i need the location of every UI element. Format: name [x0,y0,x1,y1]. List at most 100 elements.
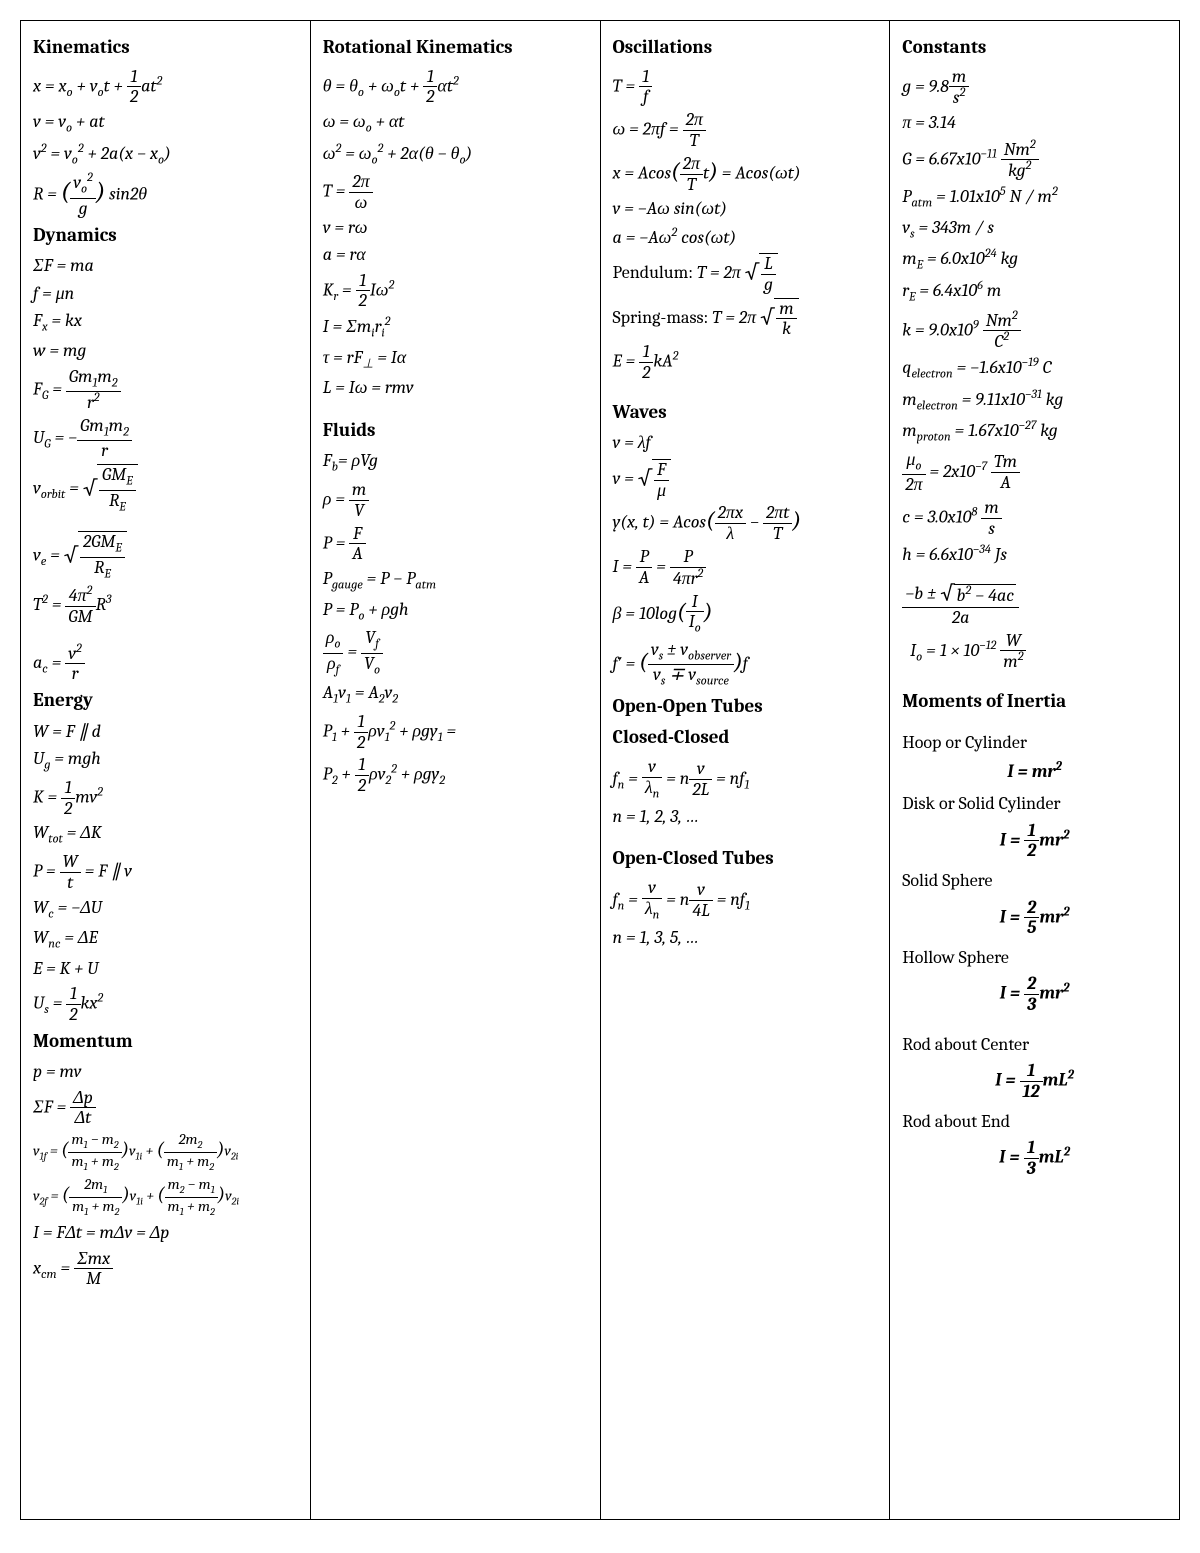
eq: g = 9.8ms2 [902,67,1167,109]
eq: v = rω [323,216,588,240]
eq: π = 3.14 [902,111,1167,135]
eq: v = Fμ [613,459,878,501]
eq: v = λf [613,431,878,455]
eq: ω2 = ωo2 + 2α(θ − θo) [323,141,588,170]
eq: T = 1f [613,67,878,108]
eq: vs = 343m / s [902,216,1167,244]
eq: f = μn [33,282,298,306]
eq: v = vo + at [33,110,298,138]
eq: c = 3.0x108 ms [902,498,1167,539]
moi-label: Solid Sphere [902,869,1167,893]
column-2: Rotational Kinematics θ = θo + ωot + 12α… [311,21,601,1519]
eq: −b ± b2 − 4ac2a [902,583,1167,628]
eq: FG = Gm1m2r2 [33,367,298,413]
eq: y(x, t) = Acos(2πxλ − 2πtT) [613,503,878,544]
eq: I = FΔt = mΔv = Δp [33,1221,298,1245]
eq: a = rα [323,243,588,267]
eq: T2 = 4π2GMR3 [33,585,298,627]
eq: n = 1, 2, 3, … [613,805,878,829]
eq: τ = rF⊥ = Iα [323,346,588,374]
eq: E = K + U [33,957,298,981]
eq: v2 = vo2 + 2a(x − xo) [33,141,298,170]
moi-eq: I = 13mL2 [902,1138,1167,1179]
eq: x = Acos(2πTt) = Acos(ωt) [613,154,878,195]
eq: qelectron = −1.6x10−19 C [902,355,1167,384]
eq: xcm = ΣmxM [33,1249,298,1290]
eq: v2f = (2m1m1 + m2)v1i + (m2 − m1m1 + m2)… [33,1176,298,1218]
moi-eq: I = 25mr2 [902,898,1167,939]
eq: W = F ∥ d [33,720,298,744]
eq: h = 6.6x10−34 Js [902,542,1167,567]
eq: Patm = 1.01x105 N / m2 [902,184,1167,213]
eq: ve = 2GMERE [33,531,298,582]
open-open-title: Open-Open Tubes [613,694,878,720]
eq: P = FA [323,524,588,565]
eq: Fb= ρVg [323,449,588,477]
eq: Kr = 12Iω2 [323,271,588,312]
dynamics-title: Dynamics [33,223,298,249]
eq: I = Σmiri2 [323,314,588,343]
eq: Ug = mgh [33,747,298,775]
eq: v = −Aω sin(ωt) [613,197,878,221]
eq: UG = −Gm1m2r [33,416,298,461]
moi-label: Disk or Solid Cylinder [902,792,1167,816]
eq: P2 + 12ρv22 + ρgy2 [323,755,588,796]
eq: T = 2πω [323,172,588,213]
column-1: Kinematics x = xo + vot + 12at2 v = vo +… [21,21,311,1519]
eq: β = 10log(IIo) [613,592,878,637]
eq: ρoρf = VfVo [323,628,588,678]
eq: Wtot = ΔK [33,821,298,849]
eq: Spring-mass: T = 2π mk [613,298,878,340]
eq: vorbit = GMERE [33,464,298,515]
eq: ΣF = ΔpΔt [33,1088,298,1129]
eq: μo2π = 2x10−7 TmA [902,450,1167,495]
eq: Fx = kx [33,309,298,337]
eq: Pendulum: T = 2π Lg [613,253,878,295]
moi-eq: I = 23mr2 [902,974,1167,1015]
rot-kin-title: Rotational Kinematics [323,35,588,61]
moments-title: Moments of Inertia [902,689,1167,715]
moi-label: Hoop or Cylinder [902,731,1167,755]
eq: G = 6.67x10−11 Nm2kg2 [902,139,1167,182]
formula-sheet: Kinematics x = xo + vot + 12at2 v = vo +… [20,20,1180,1520]
eq: P = Wt = F ∥ v [33,852,298,893]
moi-label: Rod about Center [902,1033,1167,1057]
oscillations-title: Oscillations [613,35,878,61]
eq: rE = 6.4x106 m [902,278,1167,307]
eq: w = mg [33,339,298,363]
eq: I = PA = P4πr2 [613,547,878,589]
eq: k = 9.0x109 Nm2C2 [902,310,1167,353]
eq: ac = v2r [33,643,298,685]
eq: Wnc = ΔE [33,926,298,954]
eq: v1f = (m1 − m2m1 + m2)v1i + (2m2m1 + m2)… [33,1131,298,1173]
eq: f′ = (vs ± vobservervs ∓ vsource)f [613,640,878,690]
eq: P = Po + ρgh [323,598,588,626]
eq: ρ = mV [323,480,588,521]
eq: ΣF = ma [33,254,298,278]
eq: θ = θo + ωot + 12αt2 [323,67,588,108]
moi-label: Rod about End [902,1110,1167,1134]
constants-title: Constants [902,35,1167,61]
eq: Pgauge = P − Patm [323,567,588,595]
fluids-title: Fluids [323,418,588,444]
moi-label: Hollow Sphere [902,946,1167,970]
eq: fn = vλn = nv2L = nf1 [613,757,878,802]
eq: mE = 6.0x1024 kg [902,246,1167,275]
eq: Io = 1 × 10−12 Wm2 [902,631,1167,673]
eq: fn = vλn = nv4L = nf1 [613,878,878,923]
eq: K = 12mv2 [33,778,298,819]
eq: A1v1 = A2v2 [323,681,588,709]
moi-eq: I = 12mr2 [902,821,1167,862]
eq: ω = 2πf = 2πT [613,110,878,151]
eq: R = (vo2g) sin2θ [33,172,298,218]
kinematics-title: Kinematics [33,35,298,61]
waves-title: Waves [613,400,878,426]
eq: E = 12kA2 [613,342,878,383]
column-3: Oscillations T = 1f ω = 2πf = 2πT x = Ac… [601,21,891,1519]
eq: L = Iω = rmv [323,376,588,400]
energy-title: Energy [33,688,298,714]
eq: melectron = 9.11x10−31 kg [902,387,1167,416]
moi-eq: I = mr2 [902,759,1167,784]
momentum-title: Momentum [33,1029,298,1055]
eq: Wc = −ΔU [33,896,298,924]
